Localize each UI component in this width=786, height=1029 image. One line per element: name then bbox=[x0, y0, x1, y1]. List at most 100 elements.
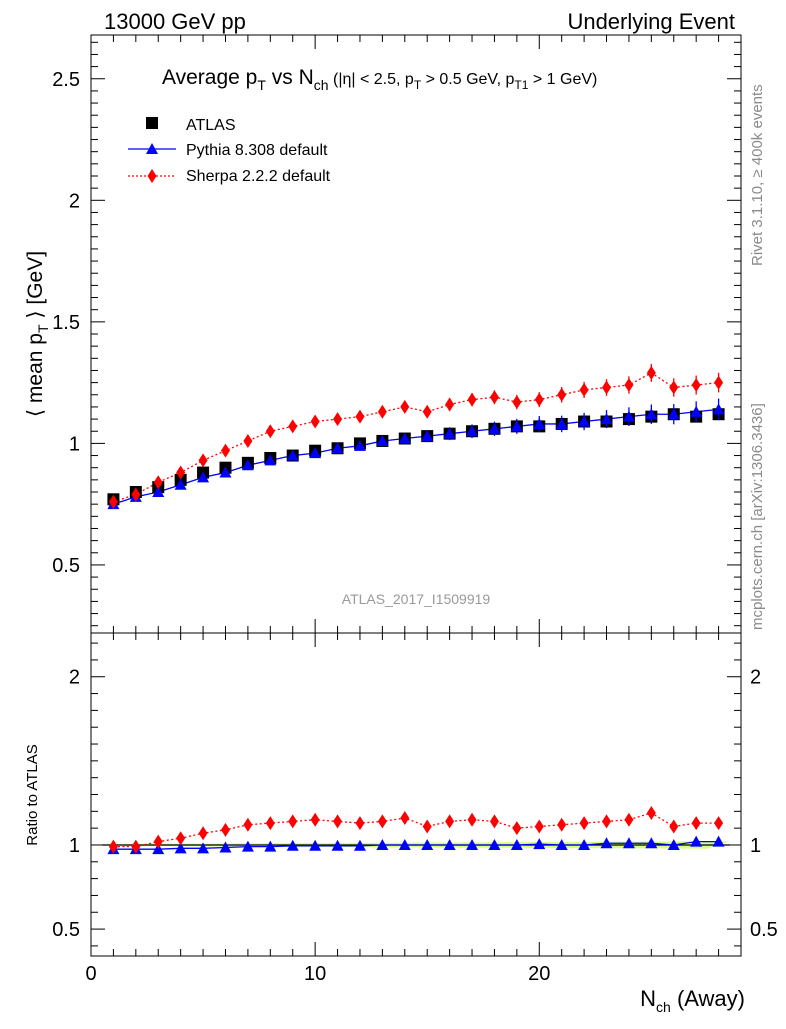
ratio-pythia-point bbox=[241, 840, 254, 852]
pythia-point bbox=[309, 447, 322, 459]
ratio-pythia-point bbox=[174, 842, 187, 854]
sherpa-point bbox=[355, 409, 365, 424]
legend-marker-sherpa bbox=[147, 169, 157, 183]
main-data-layer bbox=[107, 363, 725, 510]
ratio-sherpa-point bbox=[333, 814, 343, 829]
ratio-pythia-point bbox=[376, 838, 389, 850]
ratio-data-layer bbox=[107, 806, 725, 855]
ratio-pythia-point bbox=[197, 842, 210, 854]
sherpa-point bbox=[265, 424, 275, 439]
ratio-sherpa-point bbox=[220, 822, 230, 837]
pythia-point bbox=[578, 415, 591, 427]
ratio-sherpa-point bbox=[288, 814, 298, 829]
sherpa-point bbox=[288, 419, 298, 434]
ratio-pythia-point bbox=[219, 841, 232, 853]
ratio-sherpa-point bbox=[467, 812, 477, 827]
sherpa-point bbox=[557, 387, 567, 402]
ratio-sherpa-point bbox=[714, 816, 724, 831]
analysis-watermark: ATLAS_2017_I1509919 bbox=[342, 591, 491, 607]
pythia-point bbox=[600, 413, 613, 425]
header-left: 13000 GeV pp bbox=[104, 9, 246, 34]
pythia-point bbox=[488, 422, 501, 434]
sherpa-point bbox=[512, 395, 522, 410]
x-tick-label: 10 bbox=[304, 963, 326, 985]
pythia-point bbox=[152, 486, 165, 498]
ratio-frame bbox=[90, 632, 742, 957]
ratio-pythia-point bbox=[398, 838, 411, 850]
ratio-y-tick-label-right: 1 bbox=[750, 835, 761, 857]
pythia-point bbox=[443, 427, 456, 439]
sherpa-point bbox=[220, 443, 230, 458]
ratio-sherpa-line bbox=[113, 812, 719, 848]
sherpa-point bbox=[108, 494, 118, 509]
x-tick-label: 20 bbox=[528, 963, 550, 985]
sherpa-point bbox=[534, 392, 544, 407]
ratio-sherpa-point bbox=[557, 817, 567, 832]
pythia-point bbox=[690, 405, 703, 417]
ratio-pythia-point bbox=[353, 839, 366, 851]
ratio-y-axis-label: Ratio to ATLAS bbox=[24, 744, 41, 845]
pythia-point bbox=[174, 478, 187, 490]
main-y-tick-label: 2 bbox=[69, 190, 80, 212]
ratio-pythia-point bbox=[510, 838, 523, 850]
main-y-tick-label: 1 bbox=[69, 433, 80, 455]
x-tick-label: 0 bbox=[85, 963, 96, 985]
pythia-point bbox=[421, 430, 434, 442]
sherpa-point bbox=[131, 487, 141, 502]
ratio-sherpa-point bbox=[310, 812, 320, 827]
legend-label-atlas: ATLAS bbox=[186, 117, 236, 134]
ratio-pythia-point bbox=[488, 838, 501, 850]
sherpa-point bbox=[243, 433, 253, 448]
pythia-point bbox=[331, 442, 344, 454]
pythia-point bbox=[376, 434, 389, 446]
pythia-point bbox=[510, 420, 523, 432]
ratio-pythia-point bbox=[645, 837, 658, 849]
header-right: Underlying Event bbox=[567, 9, 735, 34]
pythia-point bbox=[219, 466, 232, 478]
ratio-pythia-point bbox=[309, 839, 322, 851]
rivet-version-label: Rivet 3.1.10, ≥ 400k events bbox=[749, 84, 766, 266]
main-y-tick-label: 2.5 bbox=[52, 69, 80, 91]
ratio-sherpa-point bbox=[422, 819, 432, 834]
ratio-sherpa-point bbox=[579, 816, 589, 831]
ratio-sherpa-point bbox=[602, 814, 612, 829]
ratio-pythia-point bbox=[622, 837, 635, 849]
ratio-pythia-point bbox=[421, 838, 434, 850]
ratio-sherpa-point bbox=[153, 834, 163, 849]
ratio-sherpa-point bbox=[691, 816, 701, 831]
pythia-point bbox=[645, 408, 658, 420]
chart-title: Average pT vs Nch (|η| < 2.5, pT > 0.5 G… bbox=[162, 66, 597, 93]
legend-marker-pythia bbox=[146, 143, 158, 154]
sherpa-point bbox=[377, 404, 387, 419]
pythia-point bbox=[712, 403, 725, 415]
pythia-point bbox=[286, 449, 299, 461]
sherpa-point bbox=[176, 465, 186, 480]
sherpa-point bbox=[400, 399, 410, 414]
mcplots-reference-label: mcplots.cern.ch [arXiv:1306.3436] bbox=[749, 403, 766, 630]
ratio-sherpa-point bbox=[400, 811, 410, 826]
pythia-point bbox=[241, 459, 254, 471]
ratio-sherpa-point bbox=[198, 826, 208, 841]
ratio-sherpa-point bbox=[669, 819, 679, 834]
ratio-pythia-point bbox=[578, 838, 591, 850]
ratio-sherpa-point bbox=[265, 816, 275, 831]
pythia-point bbox=[622, 410, 635, 422]
pythia-point bbox=[533, 417, 546, 429]
ratio-pythia-point bbox=[331, 839, 344, 851]
legend-marker-atlas bbox=[146, 117, 158, 129]
sherpa-point bbox=[467, 392, 477, 407]
pythia-line bbox=[113, 408, 719, 505]
sherpa-point bbox=[714, 375, 724, 390]
main-y-axis-label: ⟨ mean pT ⟩ [GeV] bbox=[24, 251, 51, 417]
ratio-pythia-point bbox=[152, 843, 165, 855]
ratio-sherpa-point bbox=[355, 816, 365, 831]
ratio-y-tick-label-left: 2 bbox=[69, 667, 80, 689]
ratio-pythia-point bbox=[286, 839, 299, 851]
sherpa-point bbox=[310, 414, 320, 429]
sherpa-point bbox=[646, 365, 656, 380]
ratio-y-tick-label-left: 1 bbox=[69, 835, 80, 857]
sherpa-point bbox=[624, 378, 634, 393]
sherpa-point bbox=[153, 475, 163, 490]
ratio-pythia-point bbox=[466, 838, 479, 850]
